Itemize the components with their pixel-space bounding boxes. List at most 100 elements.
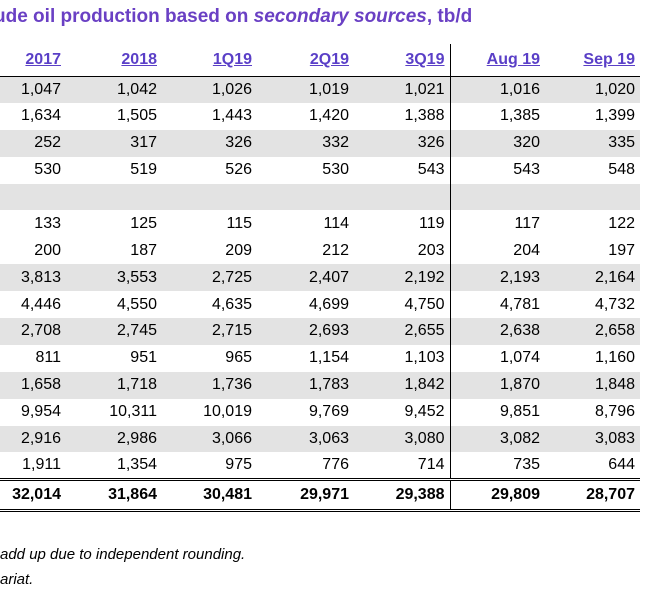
- table-cell: [66, 183, 162, 211]
- table-cell: 9,954: [20, 403, 61, 421]
- table-cell: 1,658: [0, 371, 66, 399]
- table-cell: 125: [130, 214, 157, 232]
- column-header: 3Q19: [354, 44, 451, 77]
- table-cell: 548: [608, 161, 635, 179]
- table-body: 1,047 1,042 1,026 1,019 1,021 1,016 1,020 1,634…: [0, 76, 640, 512]
- table-cell: 326: [354, 129, 451, 157]
- total-cell: 30,481: [162, 477, 257, 512]
- table-cell: 1,385: [499, 107, 540, 125]
- table-cell: 543: [354, 156, 451, 184]
- table-cell: 332: [257, 129, 354, 157]
- table-cell: 1,021: [354, 76, 451, 103]
- table-cell: 530: [322, 161, 349, 179]
- table-cell: 975: [225, 456, 252, 474]
- table-cell: 951: [130, 349, 157, 367]
- footnote-rounding: add up due to independent rounding.: [0, 546, 246, 563]
- table-cell: [162, 183, 257, 211]
- table-cell: [354, 183, 451, 211]
- table-cell: [450, 183, 545, 211]
- table-cell: 204: [513, 241, 540, 259]
- table-cell: 1,783: [257, 371, 354, 399]
- table-cell: 811: [35, 349, 61, 367]
- table-cell: 2,193: [450, 264, 545, 292]
- table-cell: 1,870: [450, 371, 545, 399]
- table-cell: 115: [226, 214, 252, 232]
- title-plain: ude oil production based on: [0, 6, 254, 27]
- table-cell: 543: [513, 161, 540, 179]
- table-cell: [0, 183, 66, 211]
- table-cell: 122: [608, 214, 635, 232]
- table-row: [0, 183, 640, 211]
- table-cell: 117: [514, 214, 540, 232]
- table-cell: 209: [225, 241, 252, 259]
- table-cell: 1,505: [116, 107, 157, 125]
- table-row: 9,954 10,311 10,019 9,769 9,452 9,851 8,796: [0, 398, 640, 426]
- table-cell: 1,019: [257, 76, 354, 103]
- table-cell: 4,732: [594, 295, 635, 313]
- table-cell: 9,769: [308, 403, 349, 421]
- table-cell: 2,655: [354, 318, 451, 345]
- production-table: 2017 2018 1Q19 2Q19 3Q19 Aug 19 Sep 19 1…: [0, 44, 640, 512]
- table-cell: 10,019: [203, 403, 252, 421]
- table-title: ude oil production based on secondary so…: [0, 6, 472, 28]
- table-cell: 9,452: [354, 398, 451, 426]
- table-cell: 2,708: [0, 318, 66, 345]
- table-cell: 714: [354, 452, 451, 480]
- table-cell: 4,635: [211, 295, 252, 313]
- table-cell: 1,103: [354, 344, 451, 372]
- table-cell: 1,047: [0, 76, 66, 103]
- column-header: Aug 19: [450, 44, 545, 77]
- total-cell: 32,014: [0, 477, 66, 512]
- table-cell: 3,083: [545, 425, 640, 453]
- table-row: 530 519 526 530 543 543 548: [0, 156, 640, 184]
- table-cell: 2,745: [66, 318, 162, 345]
- table-cell: 114: [323, 214, 349, 232]
- table-cell: 187: [130, 241, 157, 259]
- column-header: 2017: [0, 44, 66, 77]
- table-row: 1,911 1,354 975 776 714 735 644: [0, 452, 640, 480]
- total-cell: 29,388: [354, 477, 451, 512]
- table-cell: 1,443: [211, 107, 252, 125]
- table-cell: 1,634: [20, 107, 61, 125]
- table-cell: 4,750: [354, 291, 451, 319]
- table-cell: 2,164: [545, 264, 640, 292]
- table-cell: 1,420: [308, 107, 349, 125]
- table-row: 2,916 2,986 3,066 3,063 3,080 3,082 3,083: [0, 425, 640, 453]
- table-cell: 3,063: [257, 425, 354, 453]
- table-cell: 526: [225, 161, 252, 179]
- table-cell: 119: [354, 210, 451, 238]
- table-cell: 8,796: [594, 403, 635, 421]
- table-cell: 335: [545, 129, 640, 157]
- table-cell: 200: [34, 241, 61, 259]
- footnote-variation: ariat.: [0, 571, 34, 588]
- table-row: 1,047 1,042 1,026 1,019 1,021 1,016 1,020: [0, 76, 640, 103]
- table-cell: 1,020: [545, 76, 640, 103]
- table-cell: 133: [34, 214, 61, 232]
- column-header: 2Q19: [257, 44, 354, 77]
- total-cell: 28,707: [545, 477, 640, 512]
- table-cell: 1,736: [162, 371, 257, 399]
- table-cell: 2,658: [545, 318, 640, 345]
- table-cell: 2,638: [450, 318, 545, 345]
- column-header: Sep 19: [545, 44, 640, 77]
- table-cell: 3,080: [354, 425, 451, 453]
- table-cell: 644: [608, 456, 635, 474]
- table-cell: 2,725: [162, 264, 257, 292]
- table-cell: 1,074: [499, 349, 540, 367]
- table-cell: 252: [0, 129, 66, 157]
- table-cell: 4,699: [308, 295, 349, 313]
- total-row: 32,014 31,864 30,481 29,971 29,388 29,809 28,7…: [0, 477, 640, 512]
- table-cell: 9,851: [499, 403, 540, 421]
- table-cell: 1,154: [308, 349, 349, 367]
- table-cell: 1,718: [66, 371, 162, 399]
- table-row: 3,813 3,553 2,725 2,407 2,192 2,193 2,164: [0, 264, 640, 292]
- table-cell: 3,066: [162, 425, 257, 453]
- table-cell: 1,016: [450, 76, 545, 103]
- table-cell: 4,781: [499, 295, 540, 313]
- title-suffix: , tb/d: [426, 6, 473, 27]
- table-cell: 326: [162, 129, 257, 157]
- table-cell: 1,842: [354, 371, 451, 399]
- table-cell: 1,399: [594, 107, 635, 125]
- table-cell: 776: [322, 456, 349, 474]
- table-cell: 212: [322, 241, 349, 259]
